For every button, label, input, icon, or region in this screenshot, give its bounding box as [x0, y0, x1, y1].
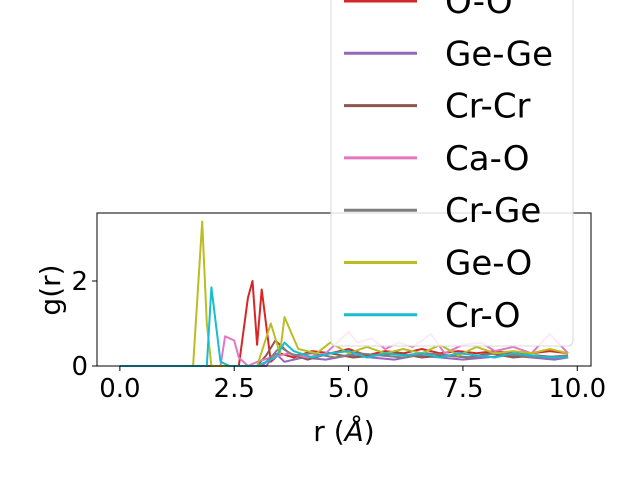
x-axis-unit: Å [343, 414, 364, 448]
x-axis-label: r (Å) [313, 414, 374, 448]
legend-label: Ca-O [445, 139, 530, 179]
legend-label: Ge-O [445, 244, 532, 284]
legend-item-cr-o: Cr-O [344, 296, 521, 336]
y-tick-label: 2 [71, 267, 88, 297]
series-line-cr-ge [119, 345, 569, 367]
legend-item-cr-cr: Cr-Cr [344, 87, 531, 127]
legend-item-o-o: O-O [344, 0, 513, 22]
x-tick-label: 7.5 [442, 374, 483, 404]
legend: O-O Ge-Ge Cr-Cr Ca-O Cr-Ge Ge-O Cr-O [330, 0, 574, 347]
legend-box [330, 0, 574, 347]
legend-label: Cr-O [445, 296, 521, 336]
axis-ticks: 0.0 2.5 5.0 7.5 10.0 0 2 [71, 267, 606, 404]
legend-label: Cr-Cr [445, 87, 531, 127]
legend-label: O-O [445, 0, 513, 22]
x-tick-label: 2.5 [214, 374, 255, 404]
x-tick-label: 0.0 [99, 374, 140, 404]
legend-label: Ge-Ge [445, 34, 553, 74]
legend-item-cr-ge: Cr-Ge [344, 191, 541, 231]
legend-item-ge-o: Ge-O [344, 244, 532, 284]
y-axis-label: g(r) [34, 264, 67, 315]
x-tick-label: 10.0 [548, 374, 606, 404]
legend-label: Cr-Ge [445, 191, 541, 231]
legend-item-ca-o: Ca-O [344, 139, 530, 179]
y-tick-label: 0 [71, 352, 88, 382]
legend-item-ge-ge: Ge-Ge [344, 34, 553, 74]
series-line-cr-o [119, 286, 569, 367]
series-line-o-o [119, 280, 569, 367]
x-tick-label: 5.0 [328, 374, 369, 404]
